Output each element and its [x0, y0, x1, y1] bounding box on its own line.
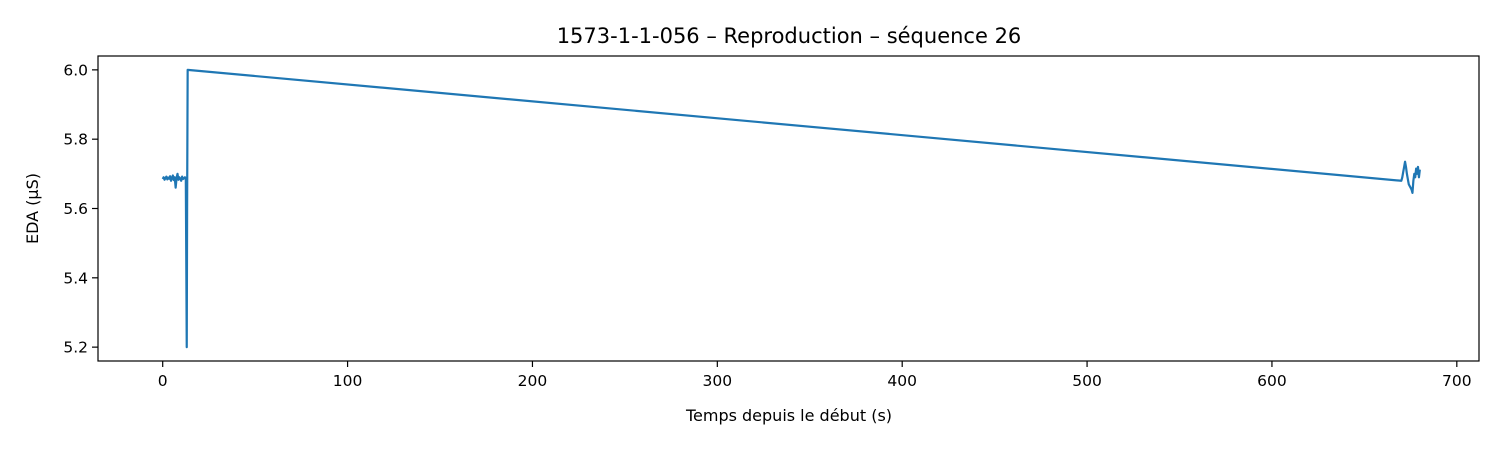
x-tick-label: 400 [887, 372, 917, 390]
x-tick-label: 300 [703, 372, 733, 390]
x-tick-label: 0 [158, 372, 168, 390]
y-axis-label: EDA (µS) [23, 173, 42, 244]
y-tick-label: 5.6 [63, 200, 88, 218]
x-axis: 0 100 200 300 400 500 600 700 [158, 361, 1472, 390]
y-tick-label: 5.8 [63, 131, 88, 149]
plot-frame [97, 55, 1480, 362]
x-axis-label: Temps depuis le début (s) [685, 406, 892, 425]
x-tick-label: 600 [1257, 372, 1287, 390]
eda-series-line [161, 68, 1421, 349]
y-axis: 5.2 5.4 5.6 5.8 6.0 [63, 61, 98, 357]
x-tick-label: 200 [518, 372, 548, 390]
x-tick-label: 500 [1072, 372, 1102, 390]
y-tick-label: 5.4 [63, 269, 88, 287]
chart-title: 1573-1-1-056 – Reproduction – séquence 2… [557, 24, 1022, 48]
x-tick-label: 700 [1442, 372, 1472, 390]
y-tick-label: 5.2 [63, 339, 88, 357]
y-tick-label: 6.0 [63, 61, 88, 79]
x-tick-label: 100 [333, 372, 363, 390]
